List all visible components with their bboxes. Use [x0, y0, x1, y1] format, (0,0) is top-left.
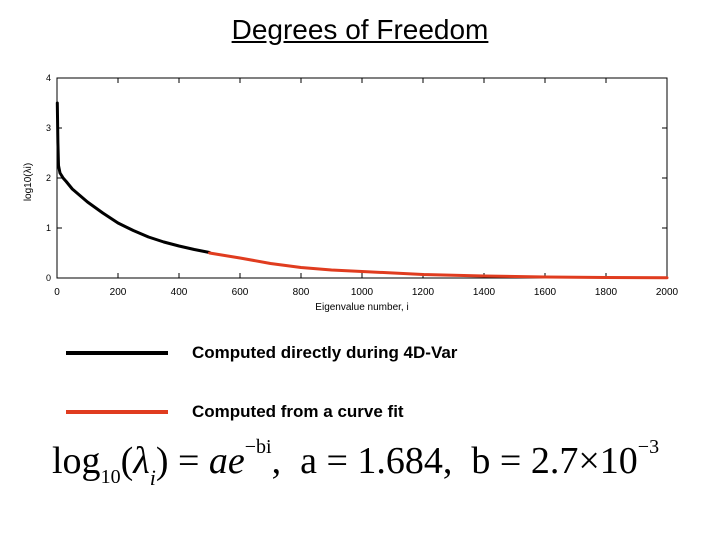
x-tick-label: 1000 — [351, 287, 374, 298]
y-tick-label: 0 — [46, 273, 51, 283]
formula-base: 10 — [100, 466, 121, 488]
x-axis-label: Eigenvalue number, i — [315, 302, 408, 313]
x-tick-label: 1600 — [534, 287, 557, 298]
x-tick-label: 0 — [54, 287, 60, 298]
formula-exponent: −bi — [244, 436, 272, 458]
legend-line-red — [66, 410, 168, 414]
series-line-1 — [208, 251, 669, 280]
legend-label-black: Computed directly during 4D-Var — [192, 343, 458, 362]
x-tick-label: 1800 — [595, 287, 618, 298]
x-tick-label: 1400 — [473, 287, 496, 298]
formula-b-value: b = 2.7×10 — [471, 440, 638, 482]
y-tick-label: 2 — [46, 173, 51, 183]
x-tick-label: 800 — [293, 287, 310, 298]
legend-line-black — [66, 351, 168, 355]
formula-log: log — [52, 440, 101, 482]
plot-frame — [56, 77, 668, 279]
y-tick-label: 3 — [46, 123, 51, 133]
x-tick-label: 1200 — [412, 287, 435, 298]
y-tick-label: 1 — [46, 223, 51, 233]
x-tick-label: 2000 — [656, 287, 679, 298]
x-tick-label: 600 — [232, 287, 249, 298]
legend-label-red: Computed from a curve fit — [192, 402, 404, 421]
formula-ae: ae — [208, 440, 245, 482]
formula-lambda: λ — [133, 440, 150, 482]
y-tick-label: 4 — [46, 73, 51, 83]
eigenvalue-chart: 0 200 400 600 800 1000 1200 1400 1600 1800 2000 0 1 2… — [23, 73, 679, 313]
series-line-0 — [55, 101, 211, 254]
slide-title: Degrees of Freedom — [231, 14, 489, 45]
x-tick-label: 200 — [110, 287, 127, 298]
formula-index: i — [149, 465, 156, 490]
x-tick-label: 400 — [171, 287, 188, 298]
formula-b-exponent: −3 — [637, 436, 660, 458]
y-axis-label: log10(λi) — [23, 163, 34, 201]
curve-fit-formula: log10(λi) = ae−bi, a = 1.684, b = 2.7×10… — [52, 436, 660, 490]
formula-a-value: a = 1.684, — [300, 440, 453, 482]
